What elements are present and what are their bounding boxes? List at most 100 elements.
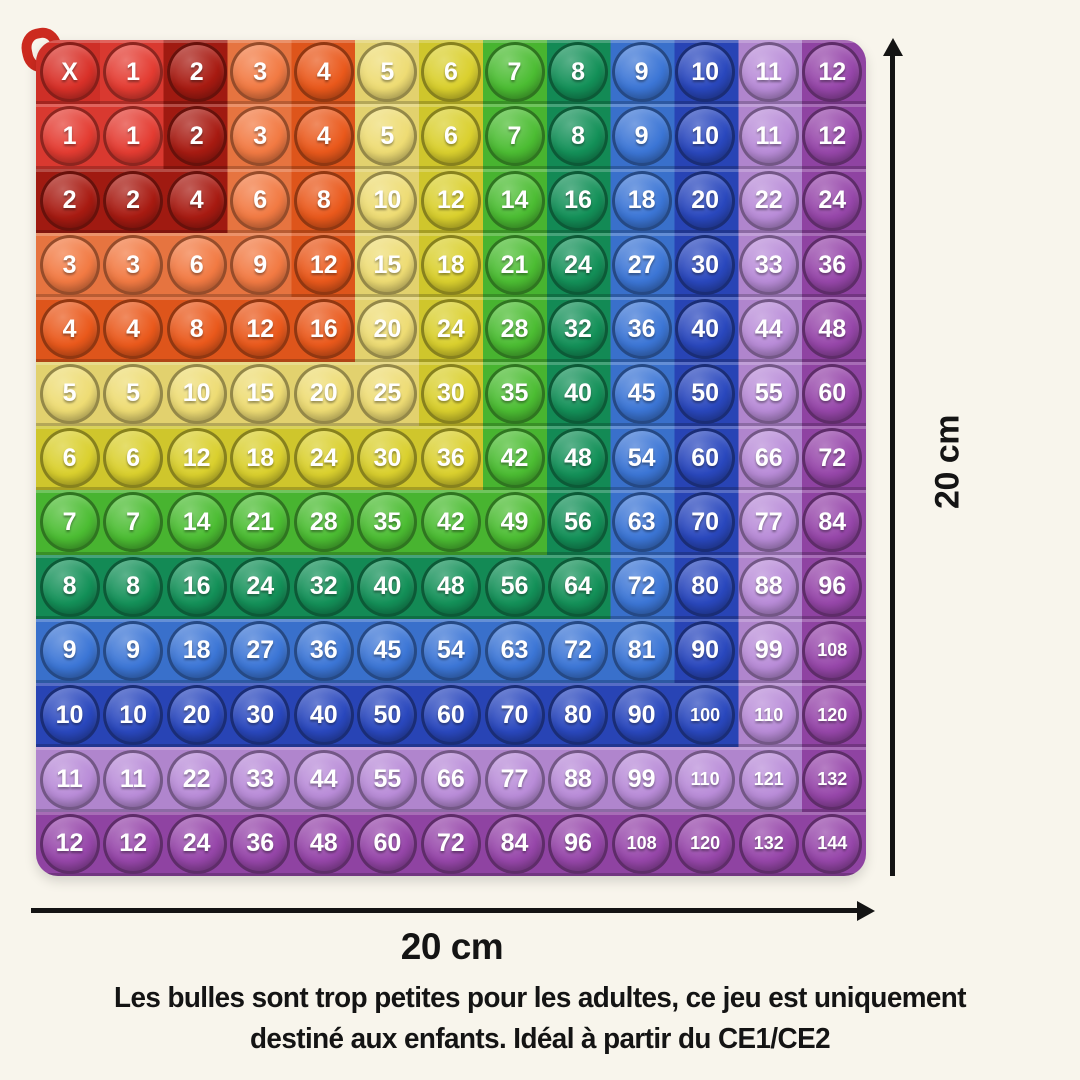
bubble-label: 11	[738, 42, 799, 103]
bubble-cell: 10	[103, 685, 164, 746]
bubble-cell: 60	[357, 813, 418, 874]
bubble-cell: 27	[611, 235, 672, 296]
bubble-label: 7	[484, 42, 545, 103]
bubble-cell: 20	[166, 685, 227, 746]
bubble-cell: 64	[548, 556, 609, 617]
bubble-label: 6	[39, 428, 100, 489]
bubble-cell: 132	[802, 749, 863, 810]
bubble-label: 5	[357, 42, 418, 103]
bubble-cell: 1	[103, 106, 164, 167]
bubble-cell: 16	[166, 556, 227, 617]
bubble-cell: 24	[548, 235, 609, 296]
bubble-cell: 8	[293, 170, 354, 231]
bubble-cell: 16	[548, 170, 609, 231]
bubble-label: 2	[166, 42, 227, 103]
bubble-cell: 10	[166, 363, 227, 424]
bubble-cell: 36	[611, 299, 672, 360]
bubble-cell: 11	[103, 749, 164, 810]
bubble-label: 10	[39, 685, 100, 746]
bubble-cell: 9	[103, 620, 164, 681]
bubble-label: 4	[39, 299, 100, 360]
bubble-label: 9	[39, 620, 100, 681]
bubble-cell: 120	[802, 685, 863, 746]
bubble-cell: 33	[738, 235, 799, 296]
bubble-cell: 4	[293, 106, 354, 167]
bubble-cell: 30	[230, 685, 291, 746]
bubble-cell: 110	[738, 685, 799, 746]
bubble-cell: 30	[675, 235, 736, 296]
bubble-cell: 120	[675, 813, 736, 874]
bubble-cell: 10	[675, 106, 736, 167]
bubble-cell: 45	[611, 363, 672, 424]
bubble-cell: 84	[802, 492, 863, 553]
bubble-cell: 60	[420, 685, 481, 746]
bubble-cell: 80	[548, 685, 609, 746]
bubble-cell: 80	[675, 556, 736, 617]
bubble-cell: 49	[484, 492, 545, 553]
bubble-cell: 20	[357, 299, 418, 360]
bubble-cell: 20	[675, 170, 736, 231]
bubble-cell: 33	[230, 749, 291, 810]
bubble-cell: 40	[357, 556, 418, 617]
bubble-cell: 24	[293, 428, 354, 489]
bubble-cell: 20	[293, 363, 354, 424]
table-row: 5 5 10 15 20 25 30 35 40 45 50 55 60	[36, 361, 866, 426]
bubble-cell: 10	[357, 170, 418, 231]
bubble-cell: 24	[230, 556, 291, 617]
bubble-cell: 14	[484, 170, 545, 231]
bubble-cell: 40	[675, 299, 736, 360]
bubble-cell: 12	[420, 170, 481, 231]
height-arrow-head-icon	[883, 38, 903, 56]
bubble-cell: 40	[548, 363, 609, 424]
bubble-label: 8	[548, 42, 609, 103]
bubble-cell: 30	[357, 428, 418, 489]
warning-caption: Les bulles sont trop petites pour les ad…	[31, 978, 1049, 1060]
table-row: 4 4 8 12 16 20 24 28 32 36 40 44 48	[36, 297, 866, 362]
bubble-cell: 5	[103, 363, 164, 424]
bubble-label: 5	[39, 363, 100, 424]
bubble-cell: 108	[611, 813, 672, 874]
bubble-cell: 4	[103, 299, 164, 360]
bubble-cell: 72	[548, 620, 609, 681]
bubble-cell: 18	[420, 235, 481, 296]
bubble-cell: 18	[166, 620, 227, 681]
bubble-cell: 54	[611, 428, 672, 489]
bubble-cell: 12	[103, 813, 164, 874]
bubble-cell: 45	[357, 620, 418, 681]
bubble-cell: 100	[675, 685, 736, 746]
table-row: 10 10 20 30 40 50 60 70 80 90 100 110 120	[36, 683, 866, 748]
bubble-cell: 9	[611, 106, 672, 167]
bubble-cell: 88	[738, 556, 799, 617]
table-row: 2 2 4 6 8 10 12 14 16 18 20 22 24	[36, 168, 866, 233]
bubble-cell: 16	[293, 299, 354, 360]
bubble-label: 2	[39, 170, 100, 231]
bubble-cell: 36	[802, 235, 863, 296]
bubble-cell: 48	[802, 299, 863, 360]
height-dimension-label: 20 cm	[928, 415, 967, 509]
bubble-cell: 2	[166, 106, 227, 167]
bubble-cell: 18	[611, 170, 672, 231]
table-row: 3 3 6 9 12 15 18 21 24 27 30 33 36	[36, 232, 866, 298]
table-row: 12 12 24 36 48 60 72 84 96 108 120 132 144	[36, 811, 866, 876]
bubble-cell: 63	[484, 620, 545, 681]
bubble-cell: 22	[738, 170, 799, 231]
bubble-cell: 7	[103, 492, 164, 553]
bubble-cell: 3	[230, 106, 291, 167]
bubble-cell: 3	[103, 235, 164, 296]
bubble-cell: 11	[738, 106, 799, 167]
bubble-label: 1	[39, 106, 100, 167]
width-arrow-head-icon	[857, 901, 875, 921]
bubble-cell: 60	[675, 428, 736, 489]
bubble-cell: 4	[166, 170, 227, 231]
bubble-cell: 55	[357, 749, 418, 810]
bubble-cell: 90	[611, 685, 672, 746]
bubble-cell: 56	[548, 492, 609, 553]
bubble-cell: 21	[484, 235, 545, 296]
bubble-cell: 81	[611, 620, 672, 681]
height-arrow-line	[890, 54, 895, 876]
bubble-cell: 48	[420, 556, 481, 617]
bubble-cell: 88	[548, 749, 609, 810]
bubble-cell: 77	[738, 492, 799, 553]
bubble-cell: 50	[357, 685, 418, 746]
